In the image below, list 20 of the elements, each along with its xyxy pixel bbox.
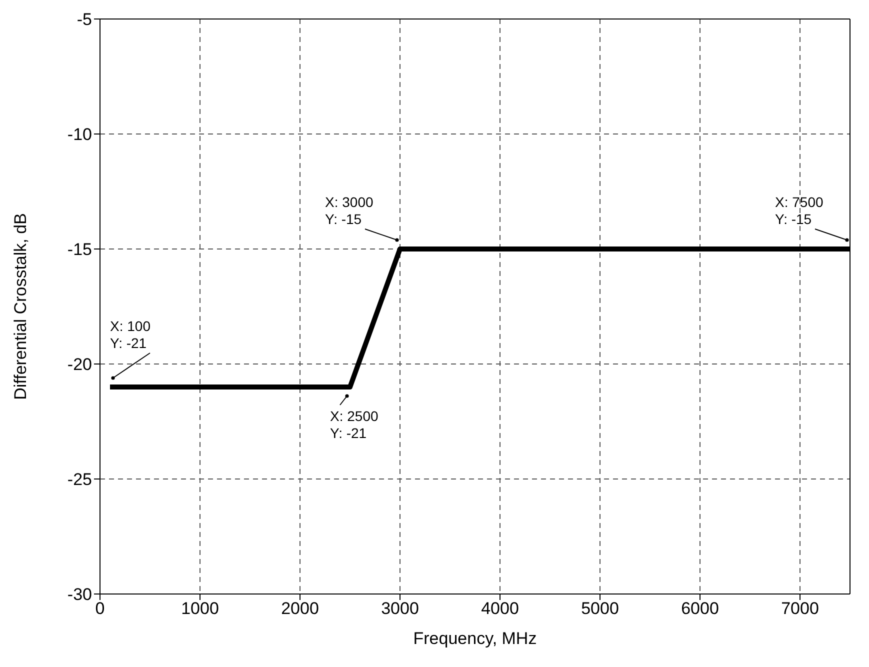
x-tick-label: 1000 bbox=[181, 599, 219, 618]
annotation: X: 100 Y: -21 bbox=[110, 318, 151, 351]
x-axis-title: Frequency, MHz bbox=[413, 629, 537, 648]
y-tick-label: -30 bbox=[67, 585, 92, 604]
y-tick-label: -15 bbox=[67, 240, 92, 260]
x-tick-label: 4000 bbox=[481, 599, 519, 618]
annotation: X: 7500 Y: -15 bbox=[775, 194, 824, 227]
annotation: X: 3000 Y: -15 bbox=[325, 194, 374, 227]
y-tick-label: -10 bbox=[67, 125, 92, 144]
y-tick-label: -5 bbox=[76, 10, 92, 30]
y-axis-title: Differential Crosstalk, dB bbox=[11, 213, 30, 400]
annotation: X: 2500 Y: -21 bbox=[330, 408, 378, 441]
x-tick-label: 5000 bbox=[581, 599, 619, 618]
y-tick-label: -25 bbox=[67, 470, 92, 490]
x-tick-label: 2000 bbox=[281, 599, 319, 618]
x-tick-label: 6000 bbox=[681, 599, 719, 618]
x-tick-label: 0 bbox=[95, 599, 105, 618]
x-tick-label: 3000 bbox=[381, 599, 419, 618]
y-tick-label: -20 bbox=[67, 355, 92, 374]
x-tick-label: 7000 bbox=[781, 599, 819, 618]
